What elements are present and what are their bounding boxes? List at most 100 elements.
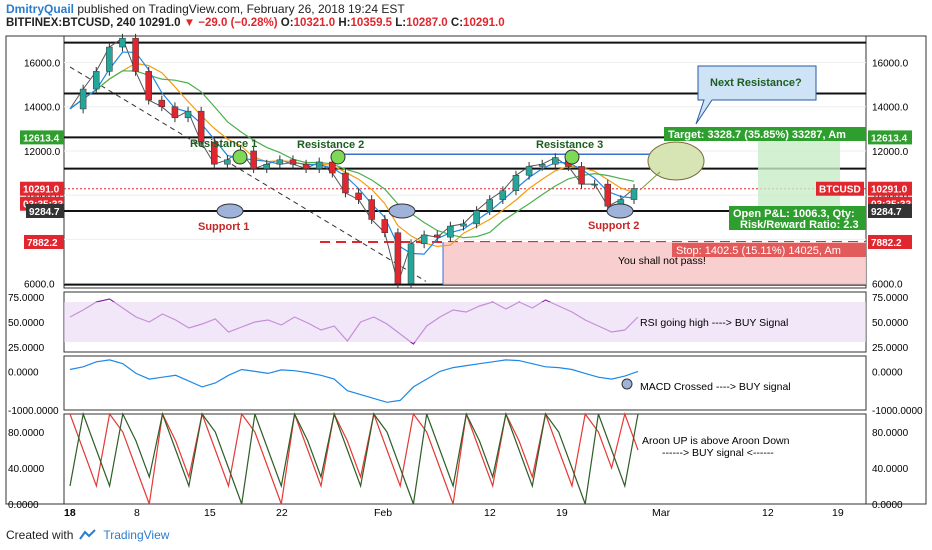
callout-box xyxy=(695,65,817,125)
x-tick-label: 12 xyxy=(484,507,496,519)
price-tick-left: 14000.0 xyxy=(24,103,61,114)
pane2-tick-left: -1000.0000 xyxy=(8,406,59,417)
support-marker-2 xyxy=(606,203,634,219)
pane1-tick-left: 25.0000 xyxy=(8,343,45,354)
author-link[interactable]: DmitryQuail xyxy=(6,2,75,16)
pane2-tick-right: -1000.0000 xyxy=(872,406,923,417)
moving-average-line-0 xyxy=(69,62,635,248)
pane1-tick-right: 25.0000 xyxy=(872,343,909,354)
x-tick-label: 12 xyxy=(762,507,774,519)
candle-body xyxy=(578,166,585,185)
price-tick-left: 12000.0 xyxy=(24,147,61,158)
right-tag-last: 10291.0 xyxy=(871,185,908,196)
price-tick-right: 6000.0 xyxy=(872,280,903,291)
x-tick-label: 15 xyxy=(204,507,216,519)
candle-body xyxy=(552,157,559,165)
left-tag-9284-bg xyxy=(26,203,64,218)
close-label: C: xyxy=(450,17,464,29)
candle-body xyxy=(184,110,192,119)
candle-body xyxy=(276,159,284,165)
pane2-tick-left: 0.0000 xyxy=(8,367,39,378)
stop-text: Stop: 1402.5 (15.11%) 14025, Am xyxy=(676,245,841,257)
candle-body xyxy=(211,141,218,165)
candle-body xyxy=(158,99,166,107)
stop-box xyxy=(672,243,866,257)
pane3-tick-right: 0.0000 xyxy=(872,500,903,511)
trend-dashed-line xyxy=(69,66,427,282)
candle-body xyxy=(224,159,231,165)
candle-body xyxy=(92,71,100,90)
left-tag-last: 10291.0 xyxy=(23,185,60,196)
price-tick-right: 12000.0 xyxy=(872,147,909,158)
candle-body xyxy=(132,37,139,72)
x-tick-label: 19 xyxy=(832,507,844,519)
aroon-annotation-2: ------> BUY signal <------ xyxy=(662,447,774,459)
pane1-tick-right: 75.0000 xyxy=(872,293,909,304)
candle-body xyxy=(499,190,507,200)
price-tick-right: 14000.0 xyxy=(872,103,909,114)
low-label: L: xyxy=(395,17,407,29)
candle-body xyxy=(302,163,310,169)
right-tag-12613: 12613.4 xyxy=(871,133,908,144)
candle-body xyxy=(630,188,638,200)
target-zone xyxy=(758,137,840,211)
price-tick-right: 16000.0 xyxy=(872,59,909,70)
candle-body xyxy=(329,161,336,174)
pane1-tick-left: 50.0000 xyxy=(8,318,45,329)
rsi-annotation: RSI going high ----> BUY Signal xyxy=(640,317,788,329)
pnl-text: Open P&L: 1006.3, Qty: xyxy=(733,208,855,220)
right-tag-9284: 9284.7 xyxy=(871,207,902,218)
moving-average-line-2 xyxy=(69,51,635,255)
candle-body xyxy=(407,243,415,284)
moving-average-line-1 xyxy=(69,70,635,239)
candle-body xyxy=(79,88,87,110)
candle-body xyxy=(512,175,520,191)
pane3-tick-left: 80.0000 xyxy=(8,428,45,439)
pane1-tick-right: 50.0000 xyxy=(872,318,909,329)
left-tag-9284: 9284.7 xyxy=(29,207,60,218)
rsi-band xyxy=(64,302,866,342)
pane3-tick-left: 0.0000 xyxy=(8,500,39,511)
target-text: Target: 3328.7 (35.85%) 33287, Am xyxy=(668,129,846,141)
symbol-tag-bg xyxy=(816,181,864,196)
resistance-3-marker xyxy=(564,149,580,165)
candle-body xyxy=(315,161,323,169)
symbol-header: BITFINEX:BTCUSD, 240 10291.0 ▼ −29.0 (−0… xyxy=(6,17,505,29)
right-tag-last-bg xyxy=(868,181,912,196)
pane-frame-3 xyxy=(63,413,867,505)
pane3-tick-left: 40.0000 xyxy=(8,464,45,475)
aroon-down-line xyxy=(69,411,639,505)
price-tick-left: 10000.0 xyxy=(24,191,61,202)
price-tick-left: 16000.0 xyxy=(24,59,61,70)
low-value: 10287.0 xyxy=(406,17,448,29)
right-tag-12613-bg xyxy=(868,130,912,145)
candle-body xyxy=(381,219,389,233)
resistance-3-label: Resistance 3 xyxy=(536,139,603,151)
created-with-text: Created with xyxy=(6,528,74,542)
resistance-1-marker xyxy=(232,149,248,165)
open-label: O: xyxy=(280,17,294,29)
macd-cross-marker xyxy=(621,378,633,390)
pane2-tick-right: 0.0000 xyxy=(872,367,903,378)
high-value: 10359.5 xyxy=(350,17,393,29)
price-tick-right: 10000.0 xyxy=(872,191,909,202)
x-tick-label: 18 xyxy=(64,507,76,519)
candle-body xyxy=(604,183,612,207)
candle-body xyxy=(106,46,113,72)
callout-text: Next Resistance? xyxy=(710,77,802,89)
close-value: 10291.0 xyxy=(463,17,505,29)
resistance-2-label: Resistance 2 xyxy=(297,139,364,151)
x-tick-label: 8 xyxy=(134,507,140,519)
high-label: H: xyxy=(338,17,351,29)
tradingview-brand[interactable]: TradingView xyxy=(103,528,170,542)
candle-body xyxy=(473,210,480,225)
candle-body xyxy=(486,199,493,211)
pnl-box xyxy=(729,206,866,230)
candle-body xyxy=(460,223,467,227)
change-arrow: ▼ xyxy=(183,17,196,29)
pane3-tick-right: 80.0000 xyxy=(872,428,909,439)
publish-header: DmitryQuail published on TradingView.com… xyxy=(6,2,405,16)
candle-body xyxy=(538,163,546,167)
support-2-label: Support 2 xyxy=(588,220,639,232)
